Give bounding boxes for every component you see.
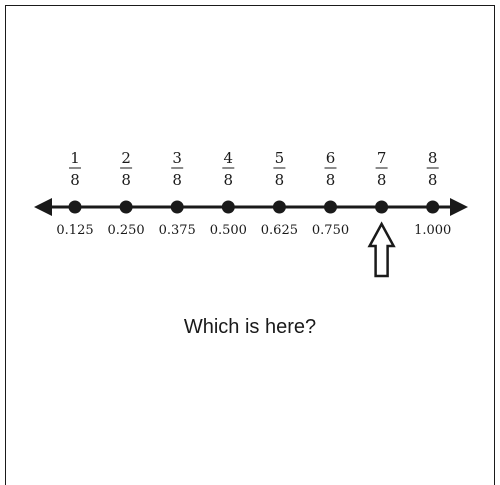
- number-line-point: [170, 200, 184, 214]
- fraction-numerator: 4: [224, 149, 234, 167]
- left-arrowhead: [34, 198, 52, 216]
- decimal-label: 0.625: [261, 223, 298, 238]
- number-line-point: [272, 200, 286, 214]
- fraction-numerator: 5: [275, 149, 285, 167]
- fraction-denominator: 8: [428, 171, 438, 189]
- diagram-frame: [5, 5, 495, 485]
- fraction-numerator: 1: [70, 149, 80, 167]
- number-line-point: [375, 200, 389, 214]
- decimal-label: 0.125: [56, 223, 93, 238]
- decimal-label: 0.375: [159, 223, 196, 238]
- number-line-point: [324, 200, 337, 214]
- fraction-numerator: 2: [121, 149, 131, 167]
- decimal-label: 1.000: [414, 223, 451, 238]
- right-arrowhead: [450, 198, 468, 216]
- number-line-point: [426, 200, 440, 214]
- decimal-label: 0.250: [107, 223, 144, 238]
- fraction-denominator: 8: [172, 171, 182, 189]
- fraction-denominator: 8: [224, 171, 234, 189]
- question-text: Which is here?: [183, 316, 317, 338]
- decimal-label: 0.500: [210, 223, 247, 238]
- fraction-denominator: 8: [377, 171, 387, 189]
- up-arrow-marker: [367, 221, 396, 278]
- number-line-point: [68, 200, 82, 214]
- fraction-numerator: 3: [172, 149, 182, 167]
- fraction-denominator: 8: [326, 171, 336, 189]
- number-line-point: [119, 200, 133, 214]
- decimal-label: 0.750: [312, 223, 349, 238]
- fraction-denominator: 8: [70, 171, 80, 189]
- fraction-numerator: 7: [377, 149, 387, 167]
- fraction-denominator: 8: [275, 171, 285, 189]
- fraction-numerator: 6: [326, 149, 336, 167]
- fraction-numerator: 8: [428, 149, 438, 167]
- number-line: 1 8 0.125 2 8 0.250 3 8 0.375 4 8 0.500 5 8 0.625 6 8 0.7…: [34, 149, 468, 278]
- number-line-point: [221, 200, 235, 214]
- fraction-denominator: 8: [121, 171, 131, 189]
